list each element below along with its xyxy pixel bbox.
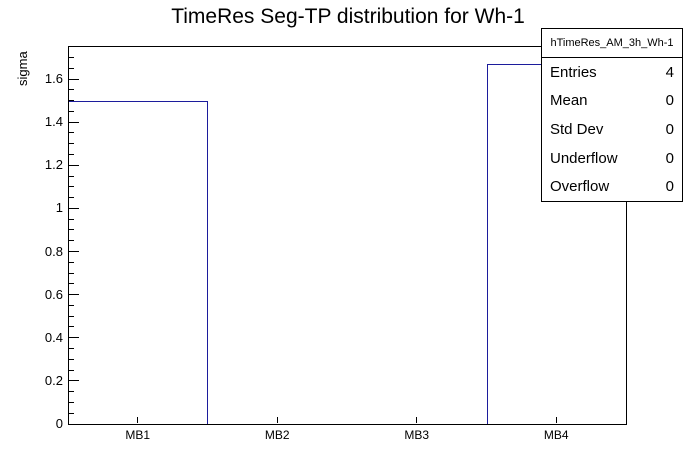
x-tick <box>555 417 557 423</box>
y-major-tick <box>69 423 79 425</box>
y-minor-tick <box>69 261 74 263</box>
y-major-tick <box>69 207 79 209</box>
y-major-tick <box>69 294 79 296</box>
stats-row-entries: Entries 4 <box>542 58 682 87</box>
y-minor-tick <box>69 391 74 393</box>
y-major-tick <box>69 78 79 80</box>
y-minor-tick <box>69 369 74 371</box>
y-tick-label: 0.8 <box>44 243 63 259</box>
stats-value: 0 <box>665 120 674 138</box>
y-minor-tick <box>69 175 74 177</box>
y-minor-tick <box>69 154 74 156</box>
y-minor-tick <box>69 218 74 220</box>
y-minor-tick <box>69 100 74 102</box>
y-tick-label: 1.6 <box>44 71 63 87</box>
x-tick-label-MB4: MB4 <box>543 428 569 442</box>
stats-label: Entries <box>550 63 597 81</box>
stats-label: Overflow <box>550 178 610 196</box>
y-minor-tick <box>69 186 74 188</box>
plot-title: TimeRes Seg-TP distribution for Wh-1 <box>171 5 525 28</box>
stats-label: Std Dev <box>550 120 604 138</box>
y-major-tick <box>69 380 79 382</box>
y-tick-label: 0 <box>55 416 63 431</box>
stats-value: 0 <box>665 178 674 196</box>
x-tick-label-MB3: MB3 <box>404 428 430 442</box>
y-minor-tick <box>69 240 74 242</box>
stats-row-underflow: Underflow 0 <box>542 144 682 173</box>
stats-label: Mean <box>550 92 588 110</box>
x-tick <box>276 417 278 423</box>
y-major-tick <box>69 164 79 166</box>
y-minor-tick <box>69 132 74 134</box>
plot-frame <box>68 46 627 425</box>
y-minor-tick <box>69 110 74 112</box>
x-tick <box>137 417 139 423</box>
x-tick <box>416 417 418 423</box>
y-tick-label: 1.2 <box>44 157 63 173</box>
stats-label: Underflow <box>550 149 618 167</box>
y-minor-tick <box>69 143 74 145</box>
stats-row-overflow: Overflow 0 <box>542 172 682 201</box>
y-minor-tick <box>69 197 74 199</box>
stats-row-mean: Mean 0 <box>542 87 682 116</box>
y-minor-tick <box>69 315 74 317</box>
y-major-tick <box>69 337 79 339</box>
y-minor-tick <box>69 229 74 231</box>
y-minor-tick <box>69 283 74 285</box>
y-minor-tick <box>69 358 74 360</box>
stats-row-stddev: Std Dev 0 <box>542 115 682 144</box>
y-tick-label: 0.6 <box>44 286 63 302</box>
x-tick-label-MB1: MB1 <box>125 428 151 442</box>
y-minor-tick <box>69 304 74 306</box>
y-major-tick <box>69 121 79 123</box>
y-major-tick <box>69 251 79 253</box>
y-minor-tick <box>69 401 74 403</box>
y-minor-tick <box>69 67 74 69</box>
y-minor-tick <box>69 326 74 328</box>
stats-value: 4 <box>665 63 674 81</box>
y-minor-tick <box>69 348 74 350</box>
stats-value: 0 <box>665 92 674 110</box>
stats-box: hTimeRes_AM_3h_Wh-1 Entries 4 Mean 0 Std… <box>541 28 683 202</box>
y-tick-label: 1 <box>55 200 63 216</box>
stats-value: 0 <box>665 149 674 167</box>
y-minor-tick <box>69 57 74 59</box>
y-minor-tick <box>69 89 74 91</box>
stats-box-header: hTimeRes_AM_3h_Wh-1 <box>542 29 682 58</box>
y-minor-tick <box>69 412 74 414</box>
y-tick-label: 0.2 <box>44 372 63 388</box>
y-minor-tick <box>69 272 74 274</box>
y-tick-label: 1.4 <box>44 114 63 130</box>
x-tick-label-MB2: MB2 <box>264 428 290 442</box>
y-tick-label: 0.4 <box>44 329 63 345</box>
